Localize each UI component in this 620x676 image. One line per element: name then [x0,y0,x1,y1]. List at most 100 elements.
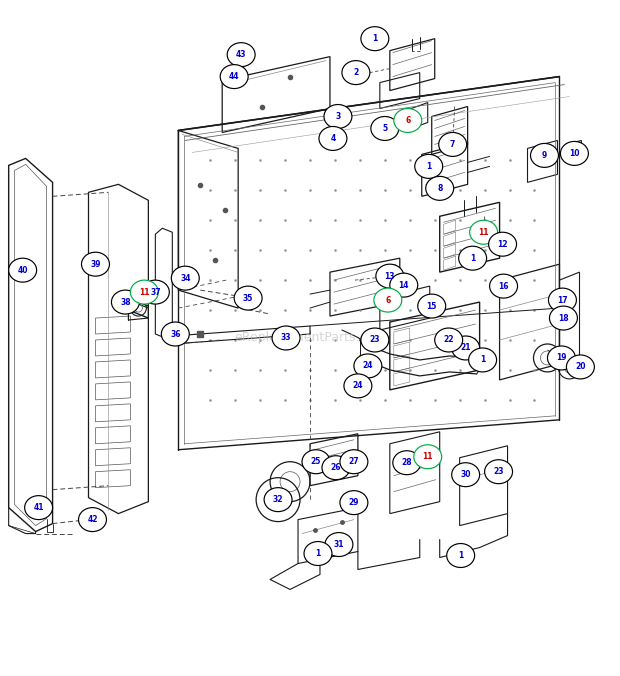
Text: 28: 28 [402,458,412,467]
Text: 3: 3 [335,112,340,121]
Ellipse shape [547,346,575,370]
Ellipse shape [340,450,368,474]
Ellipse shape [452,336,480,360]
Text: 24: 24 [363,362,373,370]
Ellipse shape [567,355,595,379]
Text: 21: 21 [461,343,471,352]
Ellipse shape [325,533,353,556]
Text: 20: 20 [575,362,586,371]
Ellipse shape [354,354,382,378]
Ellipse shape [394,109,422,132]
Ellipse shape [340,491,368,514]
Ellipse shape [393,451,421,475]
Text: 17: 17 [557,295,568,305]
Ellipse shape [141,280,169,304]
Text: 43: 43 [236,50,246,59]
Text: 11: 11 [479,228,489,237]
Text: 42: 42 [87,515,98,524]
Text: 1: 1 [426,162,432,171]
Text: 24: 24 [353,381,363,391]
Ellipse shape [25,496,53,520]
Text: 6: 6 [385,295,391,305]
Text: 9: 9 [542,151,547,160]
Ellipse shape [220,65,248,89]
Ellipse shape [264,487,292,512]
Ellipse shape [469,348,497,372]
Text: 4: 4 [330,134,335,143]
Ellipse shape [342,61,370,84]
Ellipse shape [322,456,350,480]
Ellipse shape [161,322,189,346]
Ellipse shape [9,258,37,282]
Text: 23: 23 [370,335,380,345]
Text: 7: 7 [450,140,455,149]
Text: 36: 36 [170,329,180,339]
Ellipse shape [560,141,588,166]
Ellipse shape [489,233,516,256]
Ellipse shape [79,508,107,531]
Ellipse shape [302,450,330,474]
Text: 10: 10 [569,149,580,158]
Ellipse shape [426,176,454,200]
Text: 12: 12 [497,240,508,249]
Text: 39: 39 [91,260,100,268]
Ellipse shape [415,154,443,178]
Text: 13: 13 [384,272,395,281]
Text: 6: 6 [405,116,410,125]
Text: 8: 8 [437,184,443,193]
Ellipse shape [490,274,518,298]
Text: 15: 15 [427,301,437,310]
Text: 11: 11 [139,287,149,297]
Text: 32: 32 [273,495,283,504]
Text: 22: 22 [443,335,454,345]
Text: 37: 37 [150,287,161,297]
Ellipse shape [324,105,352,128]
Text: eReplacementParts.com: eReplacementParts.com [234,331,386,345]
Ellipse shape [344,374,372,398]
Text: 33: 33 [281,333,291,343]
Text: 19: 19 [556,354,567,362]
Ellipse shape [361,26,389,51]
Ellipse shape [227,43,255,67]
Text: 41: 41 [33,503,44,512]
Text: 44: 44 [229,72,239,81]
Text: 5: 5 [383,124,388,133]
Text: 30: 30 [461,470,471,479]
Ellipse shape [549,288,577,312]
Text: 34: 34 [180,274,190,283]
Text: 1: 1 [372,34,378,43]
Ellipse shape [390,273,418,297]
Text: 29: 29 [348,498,359,507]
Text: 1: 1 [470,254,476,263]
Text: 38: 38 [120,297,131,307]
Text: 1: 1 [458,551,463,560]
Ellipse shape [171,266,199,290]
Text: 40: 40 [17,266,28,274]
Text: 16: 16 [498,282,509,291]
Ellipse shape [414,445,441,468]
Ellipse shape [446,544,475,567]
Text: 25: 25 [311,457,321,466]
Ellipse shape [319,126,347,151]
Text: 11: 11 [422,452,433,461]
Ellipse shape [435,328,463,352]
Ellipse shape [439,132,467,156]
Text: 1: 1 [480,356,485,364]
Ellipse shape [459,246,487,270]
Ellipse shape [304,541,332,566]
Ellipse shape [112,290,140,314]
Text: 18: 18 [558,314,569,322]
Text: 2: 2 [353,68,358,77]
Ellipse shape [234,286,262,310]
Text: 27: 27 [348,457,359,466]
Text: 14: 14 [399,281,409,289]
Ellipse shape [549,306,577,330]
Ellipse shape [376,264,404,288]
Ellipse shape [374,288,402,312]
Ellipse shape [485,460,513,483]
Text: 35: 35 [243,293,254,303]
Text: 23: 23 [494,467,504,476]
Text: 26: 26 [330,463,341,473]
Ellipse shape [81,252,110,276]
Ellipse shape [272,326,300,350]
